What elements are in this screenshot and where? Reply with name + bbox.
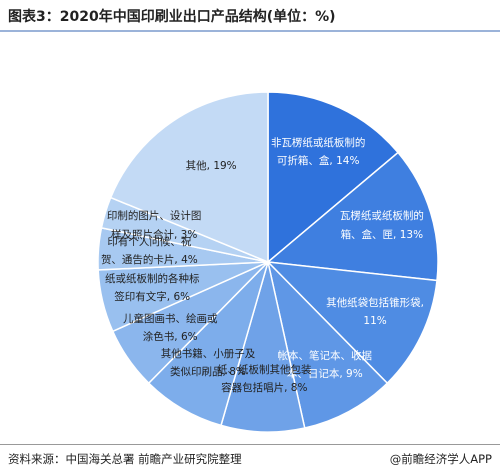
footer-rule — [0, 444, 500, 445]
credit: @前瞻经济学人APP — [389, 452, 492, 466]
pie-slice — [109, 91, 269, 264]
pie-slice — [266, 259, 389, 429]
pie-slice — [267, 91, 400, 264]
data-label: 儿童图画书、绘画或涂色书, 6% — [122, 312, 218, 344]
pie-slice — [265, 261, 438, 385]
data-label: 印制的图片、设计图样及照片合计, 3% — [106, 210, 202, 241]
chart-title: 图表3：2020年中国印刷业出口产品结构(单位：%) — [8, 9, 336, 25]
data-label: 瓦楞纸或纸板制的箱、盒、匣, 13% — [339, 210, 424, 241]
pie-slice — [266, 151, 439, 282]
data-label: 其他纸袋包括锥形袋, 11% — [326, 296, 425, 328]
data-label: 非瓦楞纸或纸板制的可折箱、盒, 14% — [270, 137, 366, 168]
data-label: 其他, 19% — [185, 160, 237, 173]
data-label: 帐本、笔记本、收据本、日记本, 9% — [277, 349, 373, 380]
data-label: 纸或纸板制的各种标签印有文字, 6% — [104, 272, 200, 303]
title-rule — [0, 30, 500, 32]
data-label: 印有个人问候、祝贺、通告的卡片, 4% — [100, 235, 198, 267]
source: 资料来源：中国海关总署 前瞻产业研究院整理 — [8, 452, 242, 466]
data-label: 其他书籍、小册子及类似印刷品, 8% — [160, 347, 256, 379]
data-label: 纸、纸板制其他包装容器包括唱片, 8% — [217, 363, 312, 395]
